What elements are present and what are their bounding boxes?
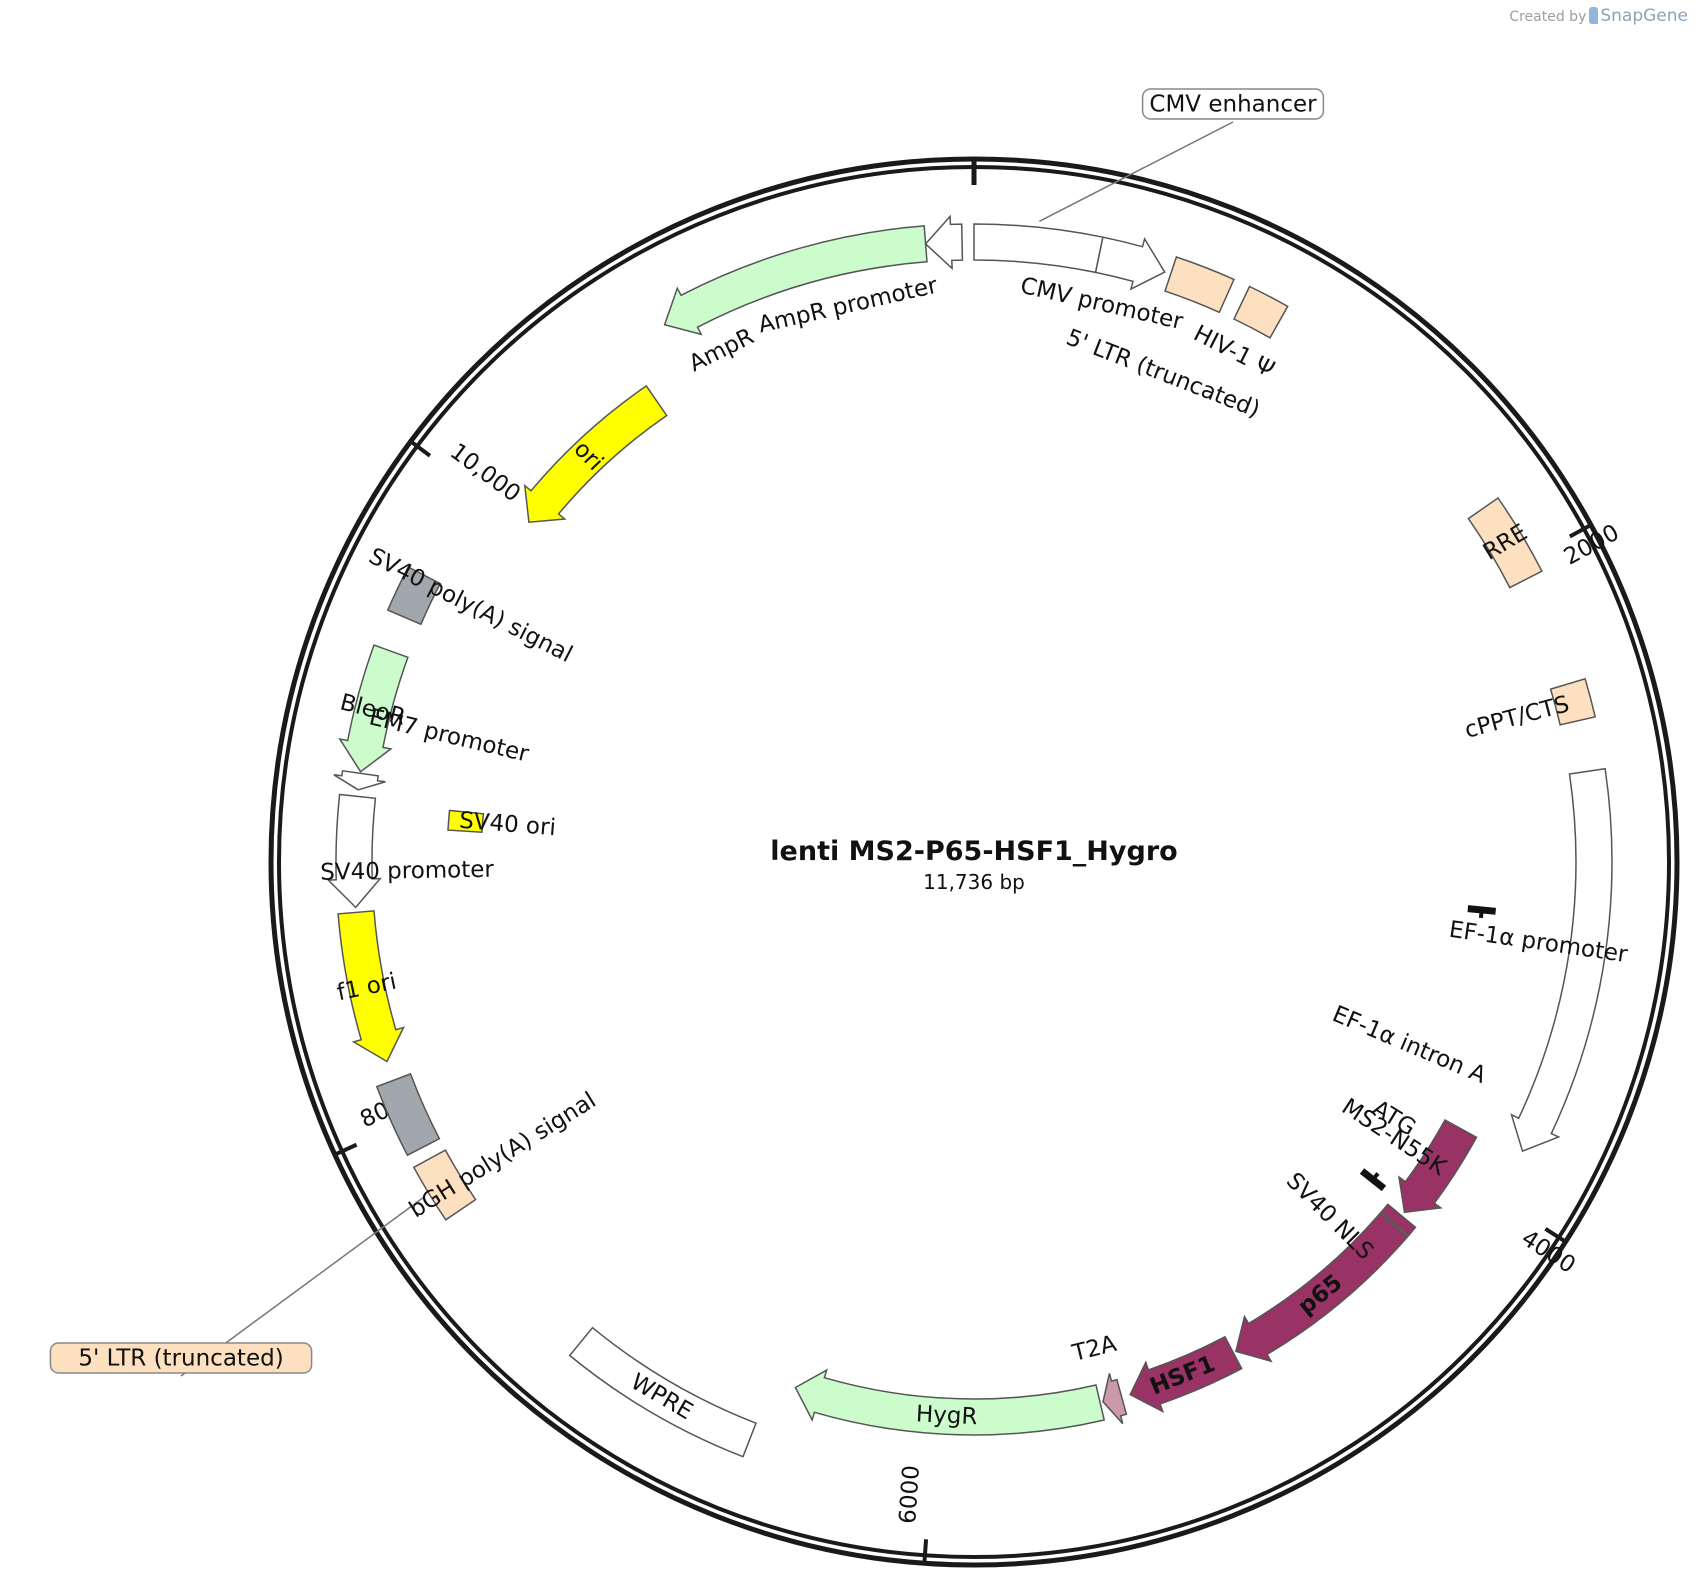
feature-label-f1-ori: f1 ori	[335, 969, 399, 1007]
feature-label-em7-promoter: EM7 promoter	[367, 704, 532, 767]
feature-shape-p65[interactable]	[1234, 1212, 1409, 1363]
feature-sv40-promoter[interactable]	[326, 793, 382, 909]
tick-8000	[332, 1142, 358, 1158]
inner-features	[447, 809, 1497, 1192]
feature-ef1a-promoter[interactable]	[1510, 767, 1613, 1153]
snapgene-logo-icon	[1589, 7, 1599, 24]
feature-shape-bgh[interactable]	[375, 1072, 441, 1157]
feature-shape-f1-ori[interactable]	[337, 910, 405, 1063]
feature-cppt[interactable]	[1549, 677, 1597, 726]
feature-bgh[interactable]	[375, 1072, 441, 1157]
feature-hygr[interactable]: HygR	[794, 1368, 1106, 1436]
plasmid-name: lenti MS2-P65-HSF1_Hygro	[770, 836, 1177, 867]
feature-ampr[interactable]	[663, 225, 928, 336]
feature-ori[interactable]: ori	[523, 384, 668, 524]
tick-2000	[1568, 522, 1594, 539]
tick-4000	[1544, 1227, 1569, 1245]
feature-p65[interactable]: p65	[1234, 1212, 1409, 1363]
feature-label-cmv-promoter: CMV promoter	[1018, 273, 1186, 335]
feature-sv40-nls[interactable]	[1380, 1203, 1417, 1237]
feature-shape-sv40-nls[interactable]	[1380, 1203, 1417, 1237]
feature-shape-cmv-promoter[interactable]	[1094, 236, 1166, 291]
credit-brand: SnapGene	[1600, 6, 1688, 26]
feature-shape-cmv-enhancer[interactable]	[973, 223, 1104, 274]
feature-shape-ltr-5-left[interactable]	[1164, 256, 1235, 314]
feature-shape-wpre[interactable]	[568, 1326, 757, 1458]
credit: Created by SnapGene	[1509, 6, 1688, 26]
feature-ampr-promoter[interactable]	[924, 214, 964, 271]
feature-label-sv40-ori: SV40 ori	[458, 808, 557, 842]
feature-shape-em7-promoter[interactable]	[333, 769, 386, 791]
tick-label-10000: 10,000	[445, 439, 525, 508]
feature-shape-rre[interactable]	[1467, 496, 1543, 589]
feature-label-t2a: T2A	[1069, 1331, 1120, 1367]
feature-labels: CMV enhancer CMV promoter 5' LTR (truncate…	[49, 88, 1630, 1377]
feature-shape-sv40-polya[interactable]	[386, 565, 442, 626]
callout-box-ltr-5-right	[49, 1342, 313, 1374]
feature-wpre[interactable]: WPRE	[568, 1326, 757, 1458]
feature-shape-ms2[interactable]	[1397, 1118, 1478, 1214]
intron-stub-start	[1478, 909, 1484, 919]
intron-bracket-end	[1359, 1168, 1387, 1192]
feature-shape-bleor[interactable]	[338, 644, 409, 773]
feature-ms2[interactable]	[1397, 1118, 1478, 1214]
feature-shape-hiv-psi[interactable]	[1233, 285, 1289, 339]
feature-shape-ampr[interactable]	[663, 225, 928, 336]
feature-shape-ltr-5-right[interactable]	[412, 1149, 477, 1221]
callout-box-cmv-enhancer	[1141, 88, 1325, 120]
callout-line-cmv-enhancer	[1039, 121, 1234, 222]
feature-cmv-enhancer[interactable]	[973, 223, 1104, 274]
backbone	[268, 156, 1680, 1568]
feature-ltr-5-left[interactable]	[1164, 256, 1235, 314]
feature-shape-sv40-promoter[interactable]	[326, 793, 382, 909]
feature-label-ltr-5-right: 5' LTR (truncated)	[78, 1346, 283, 1372]
tick-label-6000: 6000	[895, 1464, 925, 1524]
intron-stub-end	[1371, 1172, 1380, 1181]
feature-hsf1[interactable]: HSF1	[1129, 1335, 1243, 1414]
feature-label-cmv-enhancer: CMV enhancer	[1149, 92, 1317, 118]
feature-shape-hygr[interactable]	[794, 1368, 1106, 1436]
feature-em7-promoter[interactable]	[333, 769, 386, 791]
feature-rre[interactable]: RRE	[1467, 496, 1543, 589]
feature-f1-ori[interactable]: f1 ori	[335, 910, 405, 1063]
feature-sv40-polya[interactable]	[386, 565, 442, 626]
feature-ef1a-intron[interactable]	[1359, 905, 1497, 1192]
feature-shape-sv40-ori[interactable]	[447, 809, 485, 833]
feature-t2a[interactable]	[1102, 1373, 1128, 1425]
feature-hiv-psi[interactable]	[1233, 285, 1289, 339]
feature-ltr-5-right[interactable]	[412, 1149, 477, 1221]
tick-10000	[407, 438, 432, 458]
feature-label-cppt: cPPT/CTS	[1462, 691, 1572, 743]
feature-shape-cppt[interactable]	[1549, 677, 1597, 726]
feature-label-sv40-nls: SV40 NLS	[1281, 1168, 1378, 1265]
tick-6000	[922, 1539, 929, 1566]
feature-shape-hsf1[interactable]	[1129, 1335, 1243, 1414]
feature-shape-ori[interactable]	[523, 384, 668, 524]
feature-label-sv40-promoter: SV40 promoter	[320, 857, 495, 886]
feature-cmv-promoter[interactable]	[1094, 236, 1166, 291]
feature-shape-t2a[interactable]	[1102, 1373, 1128, 1425]
feature-shape-ef1a-promoter[interactable]	[1510, 767, 1613, 1153]
credit-prefix: Created by	[1509, 9, 1587, 25]
feature-shape-ampr-promoter[interactable]	[924, 214, 964, 271]
feature-label-ef1a-intron: EF-1α intron A	[1329, 1001, 1490, 1089]
feature-label-hygr: HygR	[915, 1401, 978, 1430]
plasmid-length: 11,736 bp	[923, 870, 1025, 894]
feature-sv40-ori[interactable]	[447, 809, 485, 833]
